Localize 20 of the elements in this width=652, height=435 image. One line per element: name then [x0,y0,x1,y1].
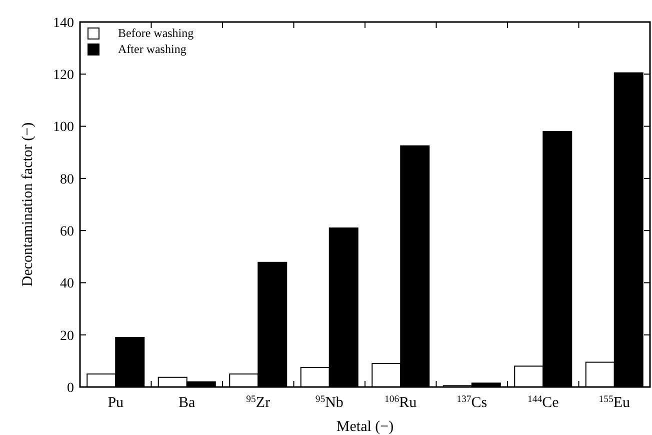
y-tick-label: 60 [60,224,74,240]
x-tick-label: $^{95}$Zr [246,394,270,411]
x-tick-label: $^{155}$Eu [598,394,631,411]
y-tick-label: 0 [67,380,74,396]
y-tick-label: 20 [60,328,74,344]
x-tick-label: Ba [178,395,196,411]
y-tick-label: 140 [53,16,74,31]
x-tick-label: $^{144}$Ce [527,394,560,411]
y-tick-label: 40 [60,276,74,292]
legend-label: Before washing [118,26,194,40]
y-axis-title: Decontamination factor (−) [20,122,36,287]
y-tick-label: 80 [60,172,74,188]
x-tick-label: $^{106}$Ru [384,394,418,411]
y-tick-label: 120 [53,68,74,84]
x-tick-label: $^{95}$Nb [315,394,344,411]
legend-label: After washing [118,42,186,56]
y-tick-label: 100 [53,120,74,136]
x-axis-title: Metal (−) [336,419,394,435]
x-tick-label: Pu [108,395,124,411]
x-tick-label: $^{137}$Cs [456,394,488,411]
